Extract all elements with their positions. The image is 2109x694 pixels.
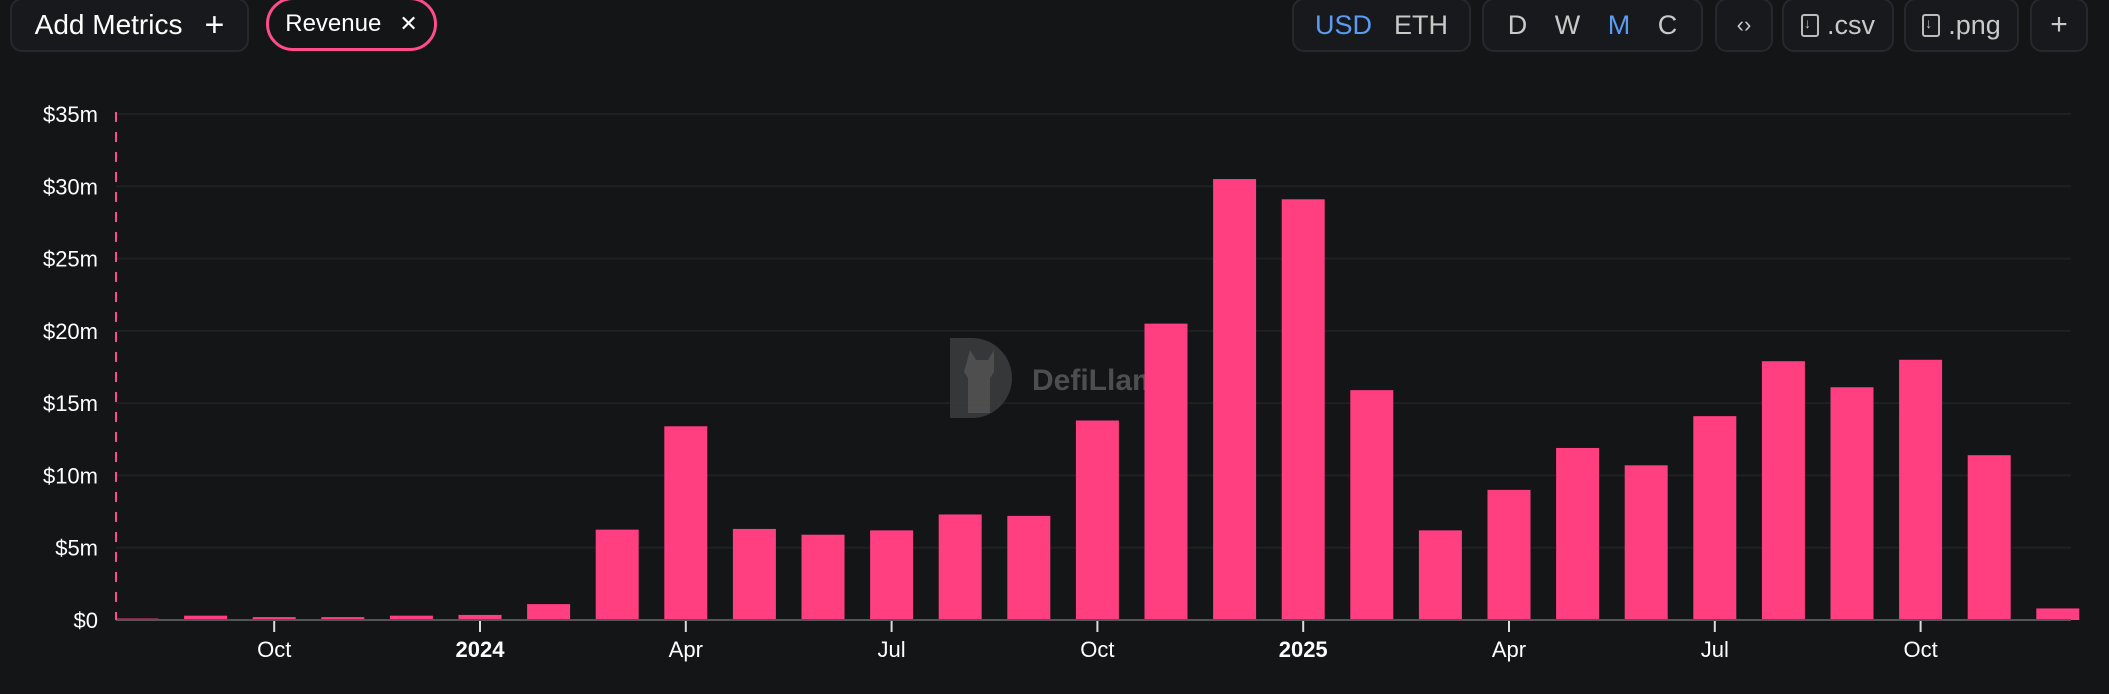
metric-chip-revenue[interactable]: Revenue ✕ [266,0,437,51]
x-tick-label: Jul [1701,637,1729,662]
granularity-monthly[interactable]: M [1607,9,1631,40]
bar-feb-2024[interactable] [527,604,571,620]
add-metrics-button[interactable]: Add Metrics + [10,0,249,52]
currency-eth[interactable]: ETH [1393,9,1448,40]
x-tick-label: Oct [1080,637,1114,662]
bar-aug-2024[interactable] [938,514,982,620]
bar-may-2024[interactable] [732,528,776,620]
x-tick-label: Jul [878,637,906,662]
currency-usd[interactable]: USD [1314,9,1372,40]
bar-aug-2025[interactable] [1761,361,1805,620]
bar-mar-2024[interactable] [595,529,639,620]
embed-button[interactable]: ‹› [1715,0,1773,52]
bar-jun-2024[interactable] [801,534,845,620]
add-chart-button[interactable]: + [2030,0,2088,52]
y-tick-label: $10m [43,463,98,488]
y-tick-label: $25m [43,247,98,272]
csv-label: .csv [1826,9,1875,40]
plus-icon: + [204,5,225,44]
bar-feb-2025[interactable] [1350,390,1394,620]
x-tick-label: Oct [1903,637,1937,662]
bar-nov-2023[interactable] [321,617,365,620]
x-tick-label: 2025 [1279,637,1328,662]
y-tick-label: $30m [43,174,98,199]
y-tick-label: $0 [74,608,98,633]
x-tick-label: 2024 [456,637,506,662]
bar-jan-2024[interactable] [458,614,502,620]
file-download-icon [1800,13,1819,37]
close-icon[interactable]: ✕ [399,11,418,36]
bar-dec-2024[interactable] [1213,179,1257,621]
plus-icon: + [2050,8,2068,41]
bar-dec-2025[interactable] [2036,608,2080,620]
bar-jan-2025[interactable] [1281,199,1325,620]
add-metrics-label: Add Metrics [34,9,183,40]
download-png-button[interactable]: .png [1904,0,2019,52]
bar-nov-2025[interactable] [1967,455,2011,620]
y-tick-label: $15m [43,391,98,416]
bar-oct-2023[interactable] [252,617,296,620]
bar-oct-2024[interactable] [1075,420,1119,620]
bar-dec-2023[interactable] [389,615,433,620]
png-label: .png [1948,9,2001,40]
x-tick-label: Apr [1492,637,1526,662]
bar-oct-2025[interactable] [1899,359,1943,620]
bar-apr-2025[interactable] [1487,489,1531,620]
currency-toggle: USD ETH [1292,0,1471,52]
bar-jun-2025[interactable] [1624,465,1668,620]
y-tick-label: $5m [55,536,98,561]
x-tick-label: Apr [669,637,703,662]
granularity-cumulative[interactable]: C [1657,9,1678,40]
y-tick-label: $20m [43,319,98,344]
y-tick-label: $35m [43,102,98,127]
code-icon: ‹› [1736,12,1752,37]
x-tick-label: Oct [257,637,291,662]
bar-may-2025[interactable] [1556,447,1600,620]
bar-apr-2024[interactable] [664,426,708,620]
bar-sep-2025[interactable] [1830,387,1874,620]
granularity-toggle: D W M C [1482,0,1703,52]
bar-sep-2023[interactable] [184,615,228,620]
bar-jul-2024[interactable] [870,530,914,620]
bar-nov-2024[interactable] [1144,323,1188,620]
bar-mar-2025[interactable] [1418,530,1462,620]
defillama-watermark: DefiLlama [950,338,1176,418]
metric-chip-label: Revenue [285,10,382,37]
bar-sep-2024[interactable] [1007,515,1051,620]
download-csv-button[interactable]: .csv [1782,0,1894,52]
bar-jul-2025[interactable] [1693,416,1737,620]
file-download-icon [1922,13,1941,37]
granularity-weekly[interactable]: W [1554,9,1581,40]
granularity-daily[interactable]: D [1507,9,1528,40]
